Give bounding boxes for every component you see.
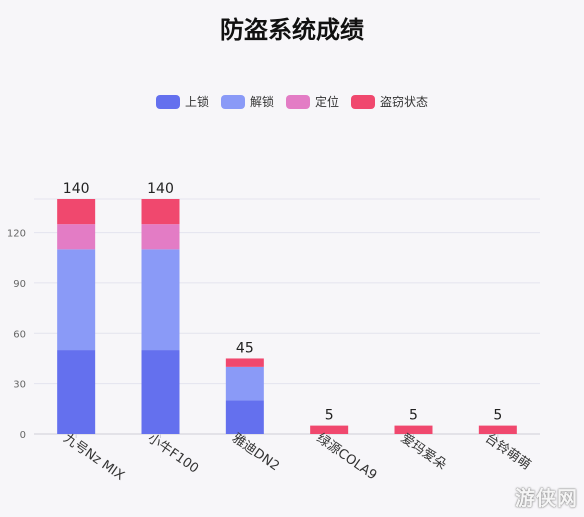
x-tick-label: 雅迪DN2 [229,431,282,474]
bar-segment [141,199,180,225]
data-label: 140 [147,181,174,197]
bar-segment [57,224,96,250]
data-label: 5 [409,408,418,424]
y-tick-label: 60 [13,329,26,340]
data-label: 5 [493,408,502,424]
bar-segment [225,366,264,401]
legend-swatch [351,94,376,109]
legend-label: 解锁 [249,95,274,109]
bar-segment [141,249,180,351]
x-tick-label: 小牛F100 [145,431,201,477]
legend-item[interactable]: 上锁 [155,93,209,110]
bar-segment [225,358,264,367]
legend-label: 盗窃状态 [380,95,429,109]
legend-item[interactable]: 定位 [286,93,339,110]
legend-item[interactable]: 盗窃状态 [351,93,428,110]
y-tick-label: 30 [13,380,26,391]
bar-segment [478,425,517,434]
x-tick-label: 九号Nz MIX [60,431,127,484]
bar-segment [394,425,433,434]
legend-swatch [155,94,180,109]
bar-segment [310,425,349,434]
x-tick-label: 台铃萌萌 [482,431,533,473]
x-tick-label: 爱玛爱朵 [398,431,449,473]
y-tick-label: 90 [13,279,26,290]
legend: 上锁 解锁 定位 盗窃状态 [0,93,584,110]
data-label: 45 [236,340,254,356]
bar-segment [225,400,264,434]
legend-swatch [220,94,245,109]
bar-segment [141,224,180,250]
y-tick-label: 0 [20,430,26,441]
legend-label: 定位 [315,95,340,109]
legend-label: 上锁 [184,95,209,109]
legend-swatch [286,94,310,109]
data-label: 5 [325,408,334,424]
bar-segment [141,350,180,434]
watermark-logo: 游侠网 [515,486,578,510]
x-tick-label: 绿源COLA9 [313,431,379,483]
bar-segment [57,350,96,434]
chart-title: 防盗系统成绩 [220,16,364,44]
y-tick-label: 120 [7,229,26,240]
legend-item[interactable]: 解锁 [220,93,274,110]
bar-segment [57,199,96,225]
bar-segment [57,249,96,351]
data-label: 140 [63,181,90,197]
